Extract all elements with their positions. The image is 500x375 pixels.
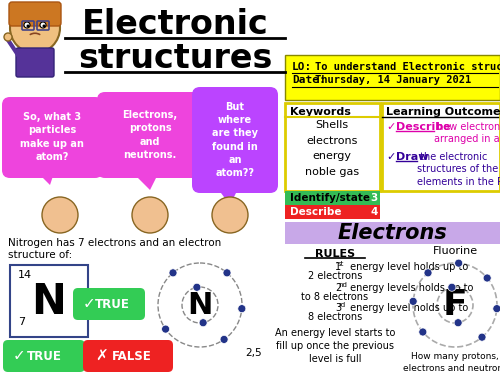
Circle shape (132, 197, 168, 233)
Text: Keywords: Keywords (290, 107, 351, 117)
Text: Thursday, 14 January 2021: Thursday, 14 January 2021 (315, 75, 471, 85)
Text: To understand Electronic structures: To understand Electronic structures (315, 62, 500, 72)
Polygon shape (130, 170, 160, 190)
FancyBboxPatch shape (97, 92, 203, 178)
Circle shape (10, 3, 60, 53)
Text: N: N (32, 281, 66, 323)
Text: ✓: ✓ (13, 348, 26, 363)
FancyBboxPatch shape (285, 103, 380, 191)
Circle shape (448, 283, 456, 291)
Text: TRUE: TRUE (26, 350, 62, 363)
Text: 3: 3 (335, 303, 341, 313)
Text: Fluorine: Fluorine (432, 246, 478, 256)
Text: 8 electrons: 8 electrons (308, 312, 362, 322)
Text: How many protons,
electrons and neutrons
does fluorine have?: How many protons, electrons and neutrons… (402, 352, 500, 375)
Circle shape (162, 325, 170, 333)
Text: Electronic: Electronic (82, 8, 268, 41)
FancyBboxPatch shape (2, 97, 103, 178)
Text: Electrons,
protons
and
neutrons.: Electrons, protons and neutrons. (122, 110, 178, 160)
Text: structure of:: structure of: (8, 250, 72, 260)
FancyBboxPatch shape (83, 340, 173, 372)
Circle shape (478, 333, 486, 341)
Text: st: st (338, 261, 344, 267)
Text: 2 electrons: 2 electrons (308, 271, 362, 281)
Polygon shape (215, 185, 240, 205)
Text: TRUE: TRUE (94, 297, 130, 310)
FancyBboxPatch shape (16, 48, 54, 77)
FancyBboxPatch shape (285, 222, 500, 244)
Text: ✗: ✗ (95, 348, 108, 363)
Text: the electronic
structures of the first 20
elements in the Periodic Table: the electronic structures of the first 2… (417, 152, 500, 187)
Text: 1: 1 (335, 262, 341, 272)
FancyBboxPatch shape (285, 55, 500, 100)
Circle shape (42, 24, 45, 27)
Text: energy level holds up to: energy level holds up to (347, 303, 468, 313)
FancyBboxPatch shape (9, 2, 61, 26)
Text: N: N (188, 291, 212, 320)
Circle shape (493, 304, 500, 313)
Text: nd: nd (338, 282, 347, 288)
Text: 7: 7 (18, 317, 25, 327)
Text: An energy level starts to
fill up once the previous
level is full: An energy level starts to fill up once t… (275, 328, 395, 364)
Circle shape (212, 197, 248, 233)
Circle shape (419, 328, 427, 336)
Text: ✓: ✓ (83, 297, 96, 312)
Circle shape (24, 22, 30, 28)
Text: Describe: Describe (290, 207, 342, 217)
Text: Nitrogen has 7 electrons and an electron: Nitrogen has 7 electrons and an electron (8, 238, 221, 248)
Circle shape (238, 304, 246, 313)
Text: structures: structures (78, 42, 272, 75)
FancyBboxPatch shape (73, 288, 145, 320)
Text: Draw: Draw (396, 152, 428, 162)
FancyBboxPatch shape (10, 265, 88, 337)
Circle shape (26, 24, 30, 27)
Text: Learning Outcomes: Learning Outcomes (386, 107, 500, 117)
Text: Shells
electrons
energy
noble gas: Shells electrons energy noble gas (305, 120, 359, 177)
Circle shape (424, 269, 432, 277)
Text: Describe: Describe (396, 122, 450, 132)
Circle shape (483, 274, 491, 282)
Text: RULES: RULES (315, 249, 355, 259)
Text: But
where
are they
found in
an
atom??: But where are they found in an atom?? (212, 102, 258, 178)
Circle shape (220, 335, 228, 344)
FancyBboxPatch shape (285, 191, 380, 205)
Text: rd: rd (338, 302, 345, 308)
Circle shape (409, 297, 417, 305)
FancyBboxPatch shape (382, 103, 500, 191)
Circle shape (223, 269, 231, 277)
FancyBboxPatch shape (192, 87, 278, 193)
Text: Identify/state: Identify/state (290, 193, 370, 203)
Text: 14: 14 (18, 270, 32, 280)
Text: 4: 4 (370, 207, 378, 217)
Text: F: F (442, 288, 468, 322)
Text: Date:: Date: (292, 75, 326, 85)
Text: to 8 electrons: to 8 electrons (302, 292, 368, 302)
Circle shape (454, 319, 462, 327)
Circle shape (169, 269, 177, 277)
Text: ✓: ✓ (386, 122, 396, 132)
FancyBboxPatch shape (285, 205, 380, 219)
Text: energy levels holds up to: energy levels holds up to (347, 283, 474, 293)
Circle shape (40, 22, 46, 28)
FancyBboxPatch shape (3, 340, 85, 372)
Text: Electrons: Electrons (337, 223, 447, 243)
Text: So, what 3
particles
make up an
atom?: So, what 3 particles make up an atom? (20, 112, 84, 162)
Text: 2,5: 2,5 (245, 348, 262, 358)
Circle shape (199, 319, 207, 327)
Circle shape (42, 197, 78, 233)
Text: LO:: LO: (292, 62, 312, 72)
Text: 2: 2 (335, 283, 341, 293)
Text: how electrons are
arranged in an atom: how electrons are arranged in an atom (434, 122, 500, 144)
Polygon shape (35, 170, 55, 185)
Circle shape (454, 259, 462, 267)
Text: energy level holds up to: energy level holds up to (347, 262, 468, 272)
Circle shape (193, 283, 201, 291)
Text: 3: 3 (371, 193, 378, 203)
Circle shape (4, 33, 12, 41)
Text: ✓: ✓ (386, 152, 396, 162)
Text: FALSE: FALSE (112, 350, 152, 363)
